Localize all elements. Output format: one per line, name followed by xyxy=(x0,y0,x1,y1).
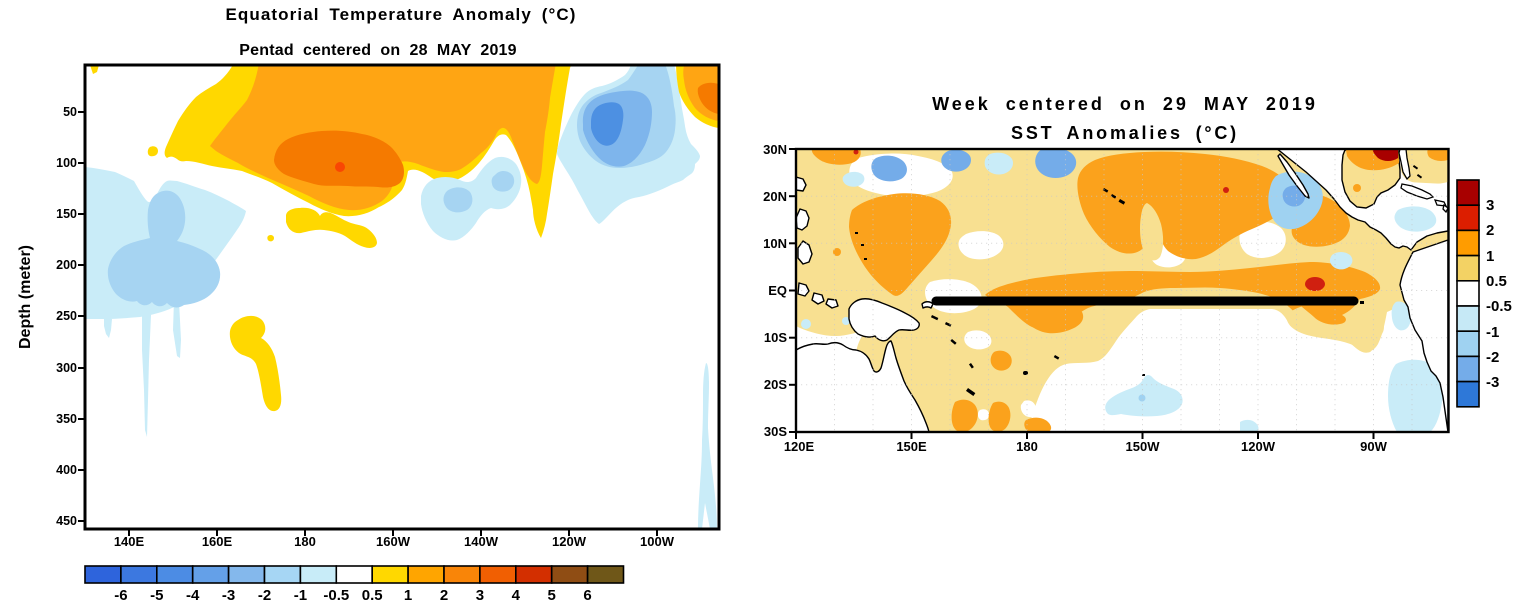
svg-text:120E: 120E xyxy=(784,439,815,454)
svg-text:450: 450 xyxy=(56,514,77,528)
svg-text:150W: 150W xyxy=(1126,439,1161,454)
svg-text:200: 200 xyxy=(56,258,77,272)
svg-text:160W: 160W xyxy=(376,534,411,549)
svg-text:120W: 120W xyxy=(552,534,587,549)
svg-text:-3: -3 xyxy=(1486,374,1499,391)
svg-text:-1: -1 xyxy=(1486,324,1499,341)
svg-text:Week centered on 29 MAY 2019: Week centered on 29 MAY 2019 xyxy=(932,94,1318,114)
svg-text:-6: -6 xyxy=(114,587,127,604)
svg-text:100W: 100W xyxy=(640,534,675,549)
svg-text:300: 300 xyxy=(56,361,77,375)
svg-text:250: 250 xyxy=(56,309,77,323)
svg-text:6: 6 xyxy=(583,587,591,604)
svg-text:100: 100 xyxy=(56,156,77,170)
svg-text:30S: 30S xyxy=(764,424,787,439)
svg-text:3: 3 xyxy=(1486,197,1494,214)
svg-text:-1: -1 xyxy=(294,587,307,604)
svg-text:SST Anomalies (°C): SST Anomalies (°C) xyxy=(1011,123,1239,143)
svg-text:120W: 120W xyxy=(1241,439,1276,454)
svg-text:-0.5: -0.5 xyxy=(323,587,349,604)
svg-text:150E: 150E xyxy=(896,439,927,454)
svg-text:180: 180 xyxy=(294,534,316,549)
svg-text:-0.5: -0.5 xyxy=(1486,298,1512,315)
svg-text:-3: -3 xyxy=(222,587,235,604)
svg-text:Pentad centered on 28 MAY 2019: Pentad centered on 28 MAY 2019 xyxy=(239,42,517,59)
svg-text:1: 1 xyxy=(404,587,412,604)
svg-text:1: 1 xyxy=(1486,248,1494,265)
svg-text:140W: 140W xyxy=(464,534,499,549)
svg-text:10S: 10S xyxy=(764,330,787,345)
svg-text:20S: 20S xyxy=(764,377,787,392)
svg-text:400: 400 xyxy=(56,463,77,477)
svg-text:-2: -2 xyxy=(258,587,271,604)
svg-text:0.5: 0.5 xyxy=(1486,273,1507,290)
svg-text:20N: 20N xyxy=(763,189,787,204)
svg-text:50: 50 xyxy=(63,105,77,119)
svg-text:4: 4 xyxy=(512,587,521,604)
svg-text:-4: -4 xyxy=(186,587,200,604)
svg-text:90W: 90W xyxy=(1360,439,1387,454)
svg-text:Depth (meter): Depth (meter) xyxy=(17,245,34,349)
svg-text:5: 5 xyxy=(548,587,556,604)
svg-text:150: 150 xyxy=(56,207,77,221)
svg-text:350: 350 xyxy=(56,412,77,426)
svg-text:0.5: 0.5 xyxy=(362,587,383,604)
svg-text:30N: 30N xyxy=(763,142,787,157)
svg-text:EQ: EQ xyxy=(768,283,787,298)
svg-text:-5: -5 xyxy=(150,587,163,604)
svg-text:160E: 160E xyxy=(202,534,233,549)
svg-text:Equatorial Temperature Anomaly: Equatorial Temperature Anomaly (°C) xyxy=(225,5,576,24)
svg-text:180: 180 xyxy=(1016,439,1038,454)
svg-text:3: 3 xyxy=(476,587,484,604)
svg-text:140E: 140E xyxy=(114,534,145,549)
svg-text:10N: 10N xyxy=(763,236,787,251)
svg-text:2: 2 xyxy=(440,587,448,604)
svg-text:-2: -2 xyxy=(1486,349,1499,366)
svg-text:2: 2 xyxy=(1486,222,1494,239)
